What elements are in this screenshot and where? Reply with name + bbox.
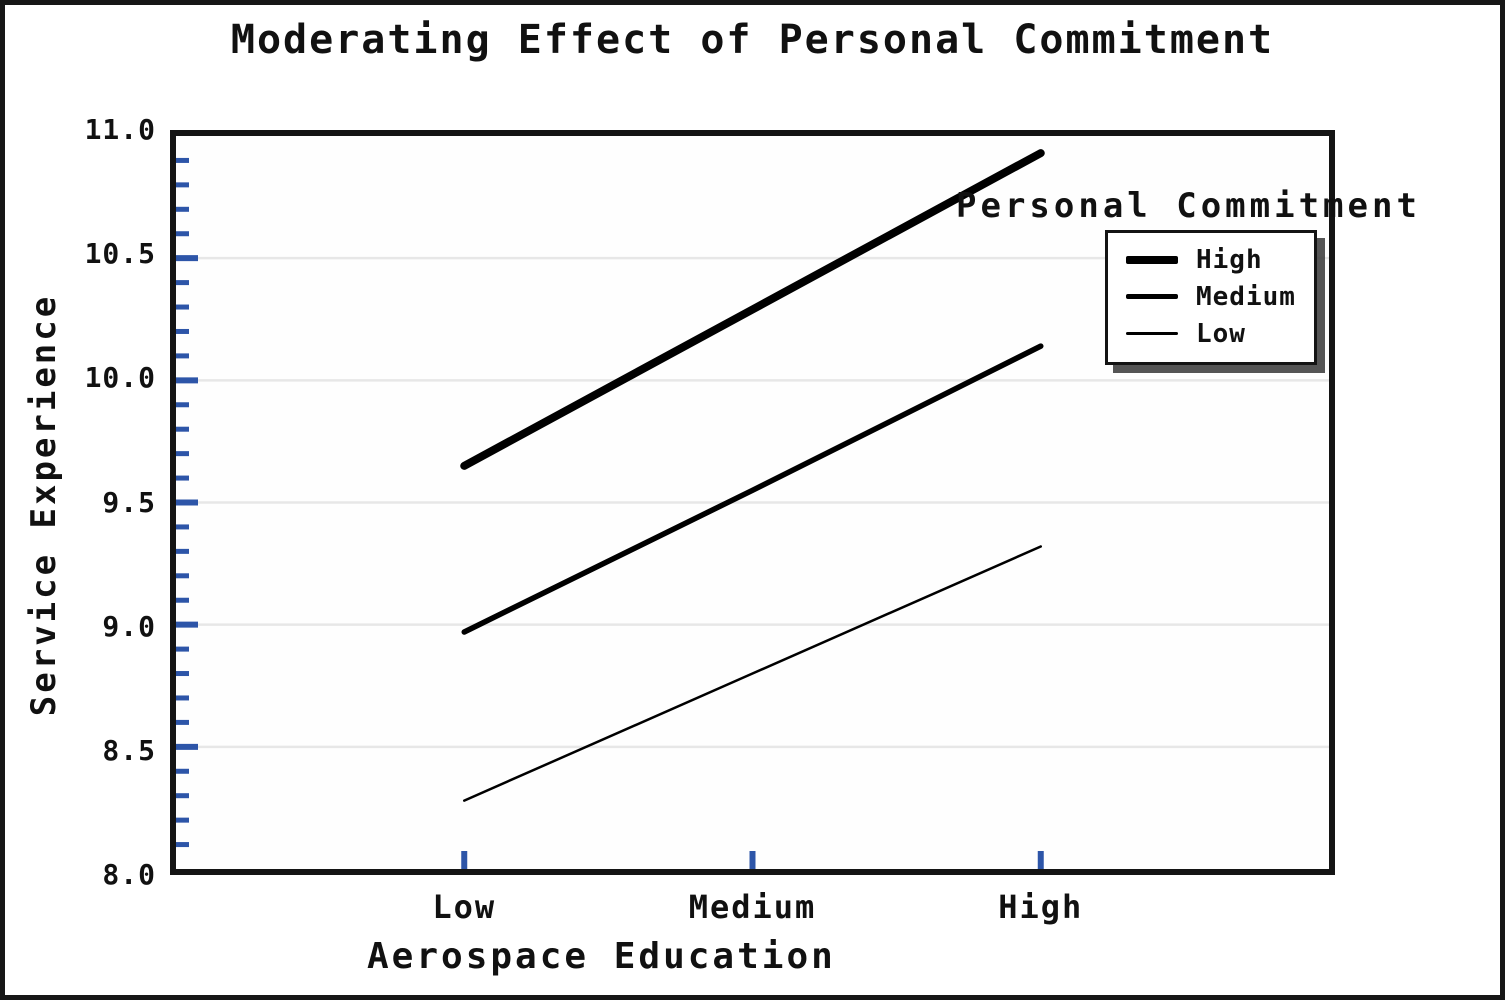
y-tick-label: 9.0 xyxy=(102,609,156,643)
series-line-medium xyxy=(461,343,1044,635)
series-line-low xyxy=(463,545,1042,802)
x-tick-label: High xyxy=(998,888,1084,926)
legend-line-swatch-medium xyxy=(1126,293,1178,300)
y-tick-label: 10.0 xyxy=(84,361,156,395)
legend-box: High Medium Low xyxy=(1105,230,1317,365)
legend-label: Medium xyxy=(1196,281,1296,312)
y-tick-label: 8.0 xyxy=(102,858,156,891)
legend-line-swatch-low xyxy=(1126,332,1178,335)
legend-row: Low xyxy=(1126,319,1314,349)
y-tick-label: 10.5 xyxy=(84,237,156,271)
legend-label: High xyxy=(1196,244,1263,275)
plot-svg xyxy=(176,149,1329,869)
x-tick-label: Low xyxy=(432,888,497,926)
series-line-high xyxy=(460,149,1045,470)
legend-row: Medium xyxy=(1126,282,1314,312)
legend-label: Low xyxy=(1196,318,1246,349)
legend-title: Personal Commitment xyxy=(956,186,1421,226)
legend-row: High xyxy=(1126,245,1314,275)
chart-title: Moderating Effect of Personal Commitment xyxy=(230,17,1275,63)
x-axis-title: Aerospace Education xyxy=(367,936,836,977)
y-tick-label: 8.5 xyxy=(102,733,156,767)
y-tick-label: 11.0 xyxy=(84,113,156,146)
y-tick-label: 9.5 xyxy=(102,485,156,519)
x-tick-label: Medium xyxy=(688,888,817,926)
legend-line-swatch-high xyxy=(1126,255,1178,264)
